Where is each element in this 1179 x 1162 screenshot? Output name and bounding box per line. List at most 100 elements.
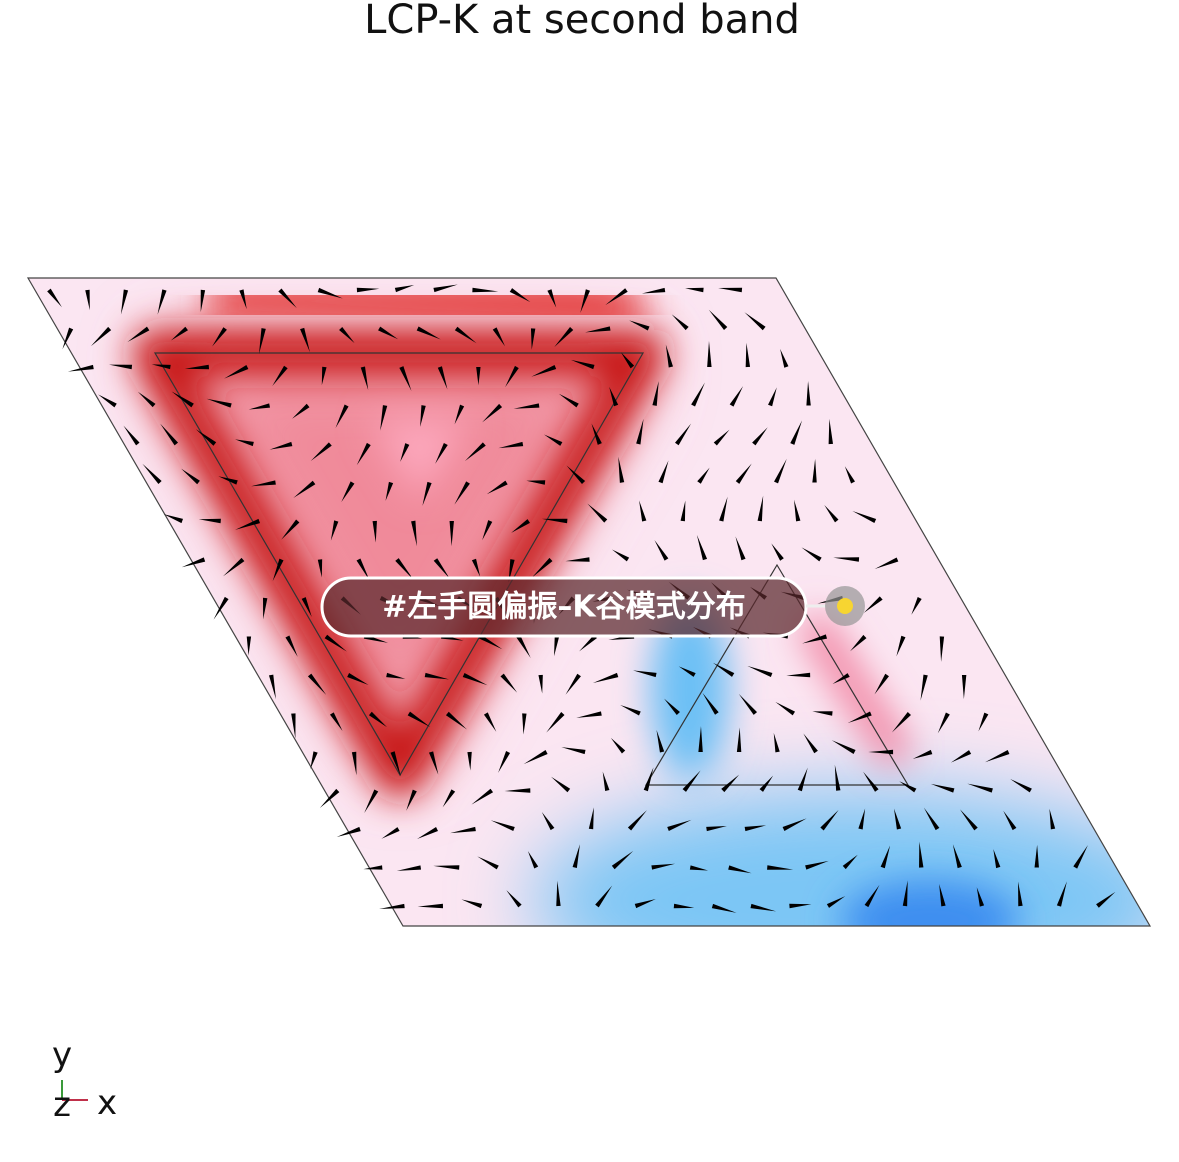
field-arrow bbox=[585, 326, 611, 333]
field-arrow bbox=[911, 597, 922, 615]
field-arrow bbox=[959, 809, 978, 831]
tag[interactable]: #左手圆偏振–K谷模式分布 bbox=[320, 576, 865, 638]
field-arrow bbox=[360, 366, 369, 391]
field-arrow bbox=[339, 326, 355, 344]
field-arrow bbox=[356, 558, 370, 581]
field-arrow bbox=[774, 458, 787, 484]
field-arrow bbox=[504, 788, 531, 793]
field-arrow bbox=[923, 807, 940, 831]
field-arrow bbox=[671, 314, 689, 331]
field-arrow bbox=[293, 480, 316, 499]
field-arrow bbox=[566, 465, 586, 485]
field-arrow bbox=[461, 899, 483, 909]
field-arrow bbox=[706, 826, 727, 832]
field-arrow bbox=[437, 366, 448, 390]
field-arrow bbox=[719, 496, 728, 522]
field-arrow bbox=[768, 387, 777, 407]
field-arrow bbox=[464, 442, 486, 462]
field-arrow bbox=[127, 326, 150, 342]
field-arrow bbox=[891, 712, 911, 733]
field-arrow bbox=[880, 845, 891, 869]
field-arrow bbox=[759, 775, 774, 792]
field-arrow bbox=[329, 712, 343, 732]
field-arrow bbox=[643, 767, 654, 792]
field-arrow bbox=[62, 327, 74, 350]
field-arrow bbox=[1096, 891, 1116, 908]
field-arrow bbox=[874, 673, 889, 695]
field-arrow bbox=[47, 288, 62, 308]
field-arrow bbox=[993, 849, 1001, 869]
field-arrow bbox=[417, 903, 444, 909]
field-arrow bbox=[752, 427, 768, 446]
field-arrow bbox=[181, 468, 200, 485]
field-arrow bbox=[744, 312, 766, 331]
field-arrow bbox=[224, 365, 249, 379]
field-arrow bbox=[123, 425, 140, 446]
vector-field bbox=[47, 284, 1116, 913]
field-arrow bbox=[476, 366, 481, 386]
field-arrow bbox=[251, 480, 276, 487]
field-arrow bbox=[767, 865, 794, 870]
field-arrow bbox=[680, 500, 686, 522]
field-arrow bbox=[98, 394, 117, 408]
field-arrow bbox=[170, 326, 188, 341]
y-label: y bbox=[52, 1035, 72, 1075]
field-arrow bbox=[428, 751, 439, 775]
field-arrow bbox=[239, 289, 247, 310]
field-arrow bbox=[399, 366, 412, 391]
field-arrow bbox=[775, 701, 796, 716]
field-arrow bbox=[664, 698, 680, 716]
field-arrow bbox=[471, 558, 481, 577]
field-arrow bbox=[420, 405, 426, 427]
field-arrow bbox=[572, 844, 580, 868]
field-arrow bbox=[486, 480, 508, 495]
field-arrow bbox=[157, 289, 167, 315]
field-arrow bbox=[820, 809, 839, 831]
field-arrow bbox=[442, 789, 456, 808]
field-arrow bbox=[939, 883, 946, 907]
field-arrow bbox=[212, 327, 227, 347]
field-arrow bbox=[483, 712, 497, 732]
field-arrow bbox=[627, 810, 647, 831]
z-label: z bbox=[53, 1085, 71, 1125]
field-arrow bbox=[381, 827, 400, 839]
field-arrow bbox=[394, 284, 415, 293]
inner-triangle bbox=[153, 352, 645, 777]
field-arrow bbox=[272, 365, 288, 387]
field-arrow bbox=[952, 844, 962, 869]
field-arrow bbox=[482, 520, 493, 541]
field-arrow bbox=[454, 326, 477, 344]
field-arrow bbox=[828, 418, 834, 445]
field-arrow bbox=[745, 342, 751, 368]
field-arrow bbox=[263, 597, 268, 620]
field-arrow bbox=[268, 674, 276, 700]
field-arrow bbox=[707, 341, 712, 368]
field-arrow bbox=[735, 463, 752, 484]
field-arrow bbox=[636, 418, 644, 445]
field-arrow bbox=[587, 503, 608, 523]
field-arrow bbox=[558, 393, 579, 408]
field-arrow bbox=[738, 693, 758, 715]
field-arrow bbox=[336, 826, 361, 837]
tag-label[interactable]: #左手圆偏振–K谷模式分布 bbox=[382, 590, 745, 625]
field-arrow bbox=[711, 903, 737, 913]
field-arrow bbox=[378, 326, 399, 340]
field-arrow bbox=[579, 634, 597, 652]
field-arrow bbox=[812, 458, 817, 483]
field-arrow bbox=[797, 767, 808, 792]
field-arrow bbox=[834, 764, 841, 791]
field-arrow bbox=[181, 557, 206, 568]
field-arrow bbox=[912, 749, 933, 759]
field-arrow bbox=[939, 636, 945, 662]
field-arrow bbox=[920, 674, 928, 701]
field-arrow bbox=[450, 826, 476, 834]
field-arrow bbox=[833, 557, 860, 562]
field-arrow bbox=[341, 481, 355, 503]
field-arrow bbox=[500, 673, 518, 693]
field-arrow bbox=[786, 672, 811, 678]
field-arrow bbox=[976, 887, 985, 907]
field-arrow bbox=[588, 807, 594, 830]
field-arrow bbox=[789, 903, 812, 909]
field-arrow bbox=[592, 672, 619, 684]
field-arrow bbox=[729, 386, 744, 407]
